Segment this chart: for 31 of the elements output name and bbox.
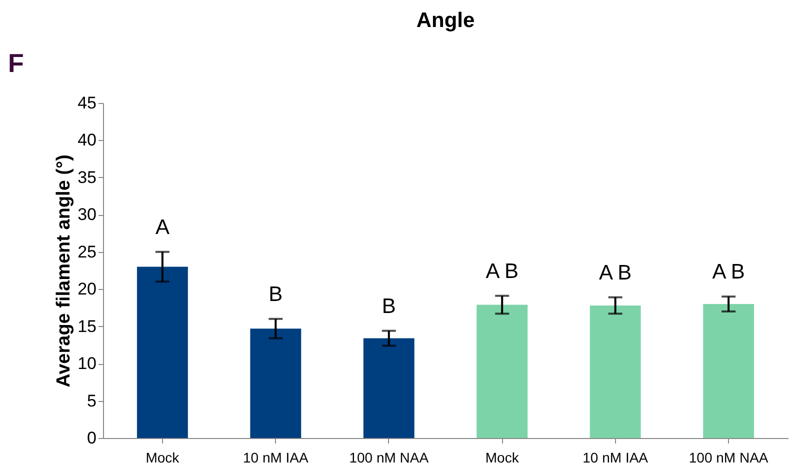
bar xyxy=(590,305,641,438)
x-tick-label: 100 nM NAA xyxy=(688,450,769,466)
x-tick-label: Mock xyxy=(485,450,520,466)
annotation: A B xyxy=(712,260,745,284)
y-tick-label: 40 xyxy=(78,130,96,150)
text: F xyxy=(8,48,24,78)
y-tick-label: 45 xyxy=(78,94,96,112)
x-tick-label: 10 nM IAA xyxy=(582,450,649,466)
annotation: A B xyxy=(486,260,518,283)
x-tick-label: 100 nM NAA xyxy=(349,450,430,466)
bar xyxy=(476,304,528,438)
y-axis-title: Average filament angle (°) xyxy=(54,154,75,388)
y-tick-label: 25 xyxy=(78,242,96,262)
annotation: A xyxy=(155,216,170,239)
y-tick-label: 0 xyxy=(87,428,96,448)
bar xyxy=(363,338,414,438)
y-tick-label: 15 xyxy=(78,316,96,336)
annotation: B xyxy=(382,294,396,318)
y-tick-label: 30 xyxy=(78,205,96,224)
y-tick-label: 10 xyxy=(78,354,96,374)
bar xyxy=(250,328,302,438)
annotation: B xyxy=(268,282,283,306)
chart-title: Angle xyxy=(416,9,475,32)
y-tick-label: 35 xyxy=(78,168,96,187)
y-tick-label: 5 xyxy=(87,391,96,410)
y-tick-label: 20 xyxy=(78,280,96,299)
bar xyxy=(703,304,754,438)
x-tick-label: Mock xyxy=(146,450,180,466)
bar xyxy=(136,266,188,438)
annotation: A B xyxy=(598,261,632,284)
x-tick-label: 10 nM IAA xyxy=(242,450,310,466)
